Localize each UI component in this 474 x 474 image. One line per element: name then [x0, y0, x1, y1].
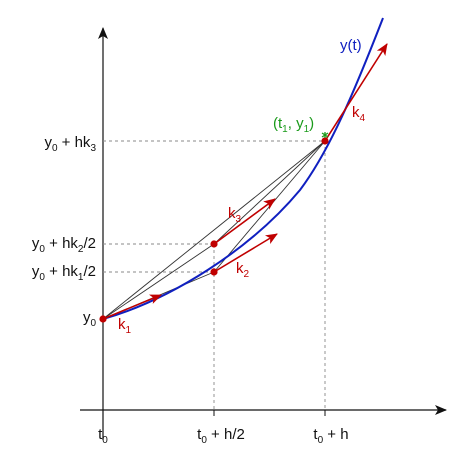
- chord-to-k2-point: [102, 243, 215, 320]
- label-k4: k4: [352, 104, 366, 124]
- point-k3-end: [321, 137, 329, 145]
- label-y-hk3: y0 + hk3: [44, 134, 96, 154]
- point-exact-end-marker: [321, 132, 329, 138]
- slope-arrow-k4: [324, 43, 388, 142]
- point-k2-mid: [210, 240, 218, 248]
- label-t0: t0: [98, 426, 108, 446]
- slope-arrow-k1: [102, 294, 162, 320]
- guide-lines: [103, 140, 326, 410]
- chord-to-k3-point: [102, 140, 326, 320]
- slope-arrows: [102, 43, 388, 320]
- label-t-mid: t0 + h/2: [197, 426, 245, 446]
- slope-arrow-k3: [213, 198, 276, 245]
- label-k1: k1: [118, 316, 132, 336]
- label-y-hk2: y0 + hk2/2: [32, 235, 96, 255]
- label-curve: y(t): [340, 37, 362, 54]
- label-y0: y0: [83, 309, 97, 329]
- label-endpoint: (t1, y1): [273, 115, 314, 135]
- point-k1-mid: [210, 268, 218, 276]
- chord-k2-to-end: [213, 140, 326, 245]
- label-y-hk1: y0 + hk1/2: [32, 263, 96, 283]
- label-k3: k3: [228, 205, 242, 225]
- label-k2: k2: [236, 260, 250, 280]
- slope-arrow-k2: [213, 233, 278, 273]
- solution-curve: [102, 17, 384, 320]
- point-y0: [99, 315, 107, 323]
- label-t-end: t0 + h: [313, 426, 348, 446]
